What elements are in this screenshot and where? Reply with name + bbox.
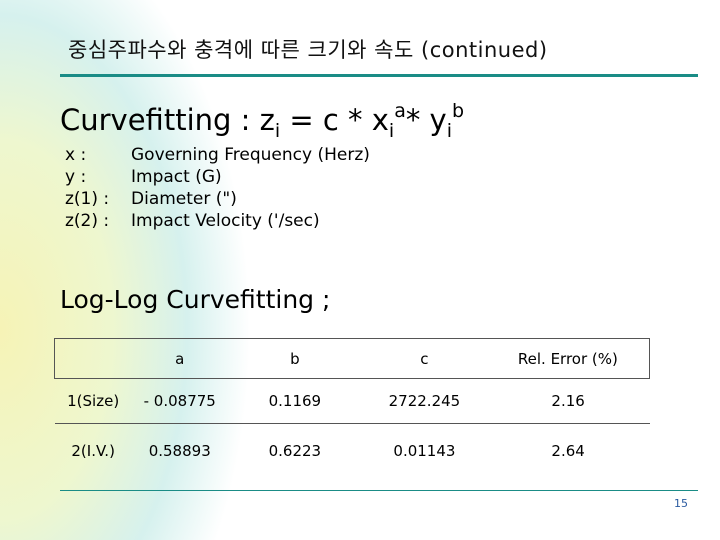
- formula-lead: Curvefitting : z: [60, 103, 275, 137]
- formula-mid-2: * y: [405, 103, 447, 137]
- definition-label: z(1) :: [65, 189, 110, 209]
- row-label-cell: 1(Size): [54, 378, 132, 424]
- header-cell-b: b: [227, 338, 363, 379]
- table-row: 1(Size) - 0.08775 0.1169 2722.245 2.16: [54, 378, 650, 424]
- slide-title: 중심주파수와 충격에 따른 크기와 속도 (continued): [68, 38, 548, 62]
- table-row: 2(I.V.) 0.58893 0.6223 0.01143 2.64: [54, 423, 650, 478]
- footer-divider: [60, 490, 698, 491]
- value-cell-a: - 0.08775: [131, 378, 228, 424]
- formula-sub-i-3: i: [446, 120, 453, 142]
- formula-sub-i-2: i: [388, 120, 395, 142]
- curvefitting-formula: Curvefitting : zi = c * xia* yib: [60, 100, 464, 142]
- formula-exp-b: b: [452, 100, 465, 122]
- row-label-cell: 2(I.V.): [54, 423, 132, 478]
- value-cell-c: 0.01143: [362, 423, 487, 478]
- value-cell-rel-error: 2.64: [486, 423, 650, 478]
- page-number: 15: [674, 497, 688, 510]
- definition-text: Governing Frequency (Herz): [131, 145, 370, 165]
- definition-x: x : Governing Frequency (Herz): [65, 144, 370, 166]
- header-cell-blank: [53, 338, 132, 379]
- variable-definitions: x : Governing Frequency (Herz) y : Impact …: [65, 144, 370, 232]
- value-cell-b: 0.1169: [227, 378, 363, 424]
- formula-exp-a: a: [394, 100, 406, 122]
- value-cell-b: 0.6223: [227, 423, 363, 478]
- loglog-heading: Log-Log Curvefitting ;: [60, 285, 331, 314]
- value-cell-c: 2722.245: [362, 378, 487, 424]
- header-cell-c: c: [362, 338, 487, 379]
- formula-mid-1: = c * x: [280, 103, 389, 137]
- definition-text: Impact Velocity ('/sec): [131, 211, 320, 231]
- definition-label: x :: [65, 145, 87, 165]
- title-divider: [60, 74, 698, 77]
- definition-z1: z(1) : Diameter ("): [65, 188, 370, 210]
- value-cell-rel-error: 2.16: [486, 378, 650, 424]
- definition-text: Impact (G): [131, 167, 222, 187]
- definition-text: Diameter ("): [131, 189, 237, 209]
- header-cell-rel-error: Rel. Error (%): [486, 338, 650, 379]
- value-cell-a: 0.58893: [131, 423, 228, 478]
- definition-z2: z(2) : Impact Velocity ('/sec): [65, 210, 370, 232]
- definition-label: y :: [65, 167, 87, 187]
- definition-label: z(2) :: [65, 211, 110, 231]
- definition-y: y : Impact (G): [65, 166, 370, 188]
- formula-sub-i-1: i: [274, 120, 281, 142]
- results-table: a b c Rel. Error (%) 1(Size) - 0.08775 0…: [53, 338, 650, 478]
- table-header-row: a b c Rel. Error (%): [53, 338, 650, 379]
- header-cell-a: a: [131, 338, 228, 379]
